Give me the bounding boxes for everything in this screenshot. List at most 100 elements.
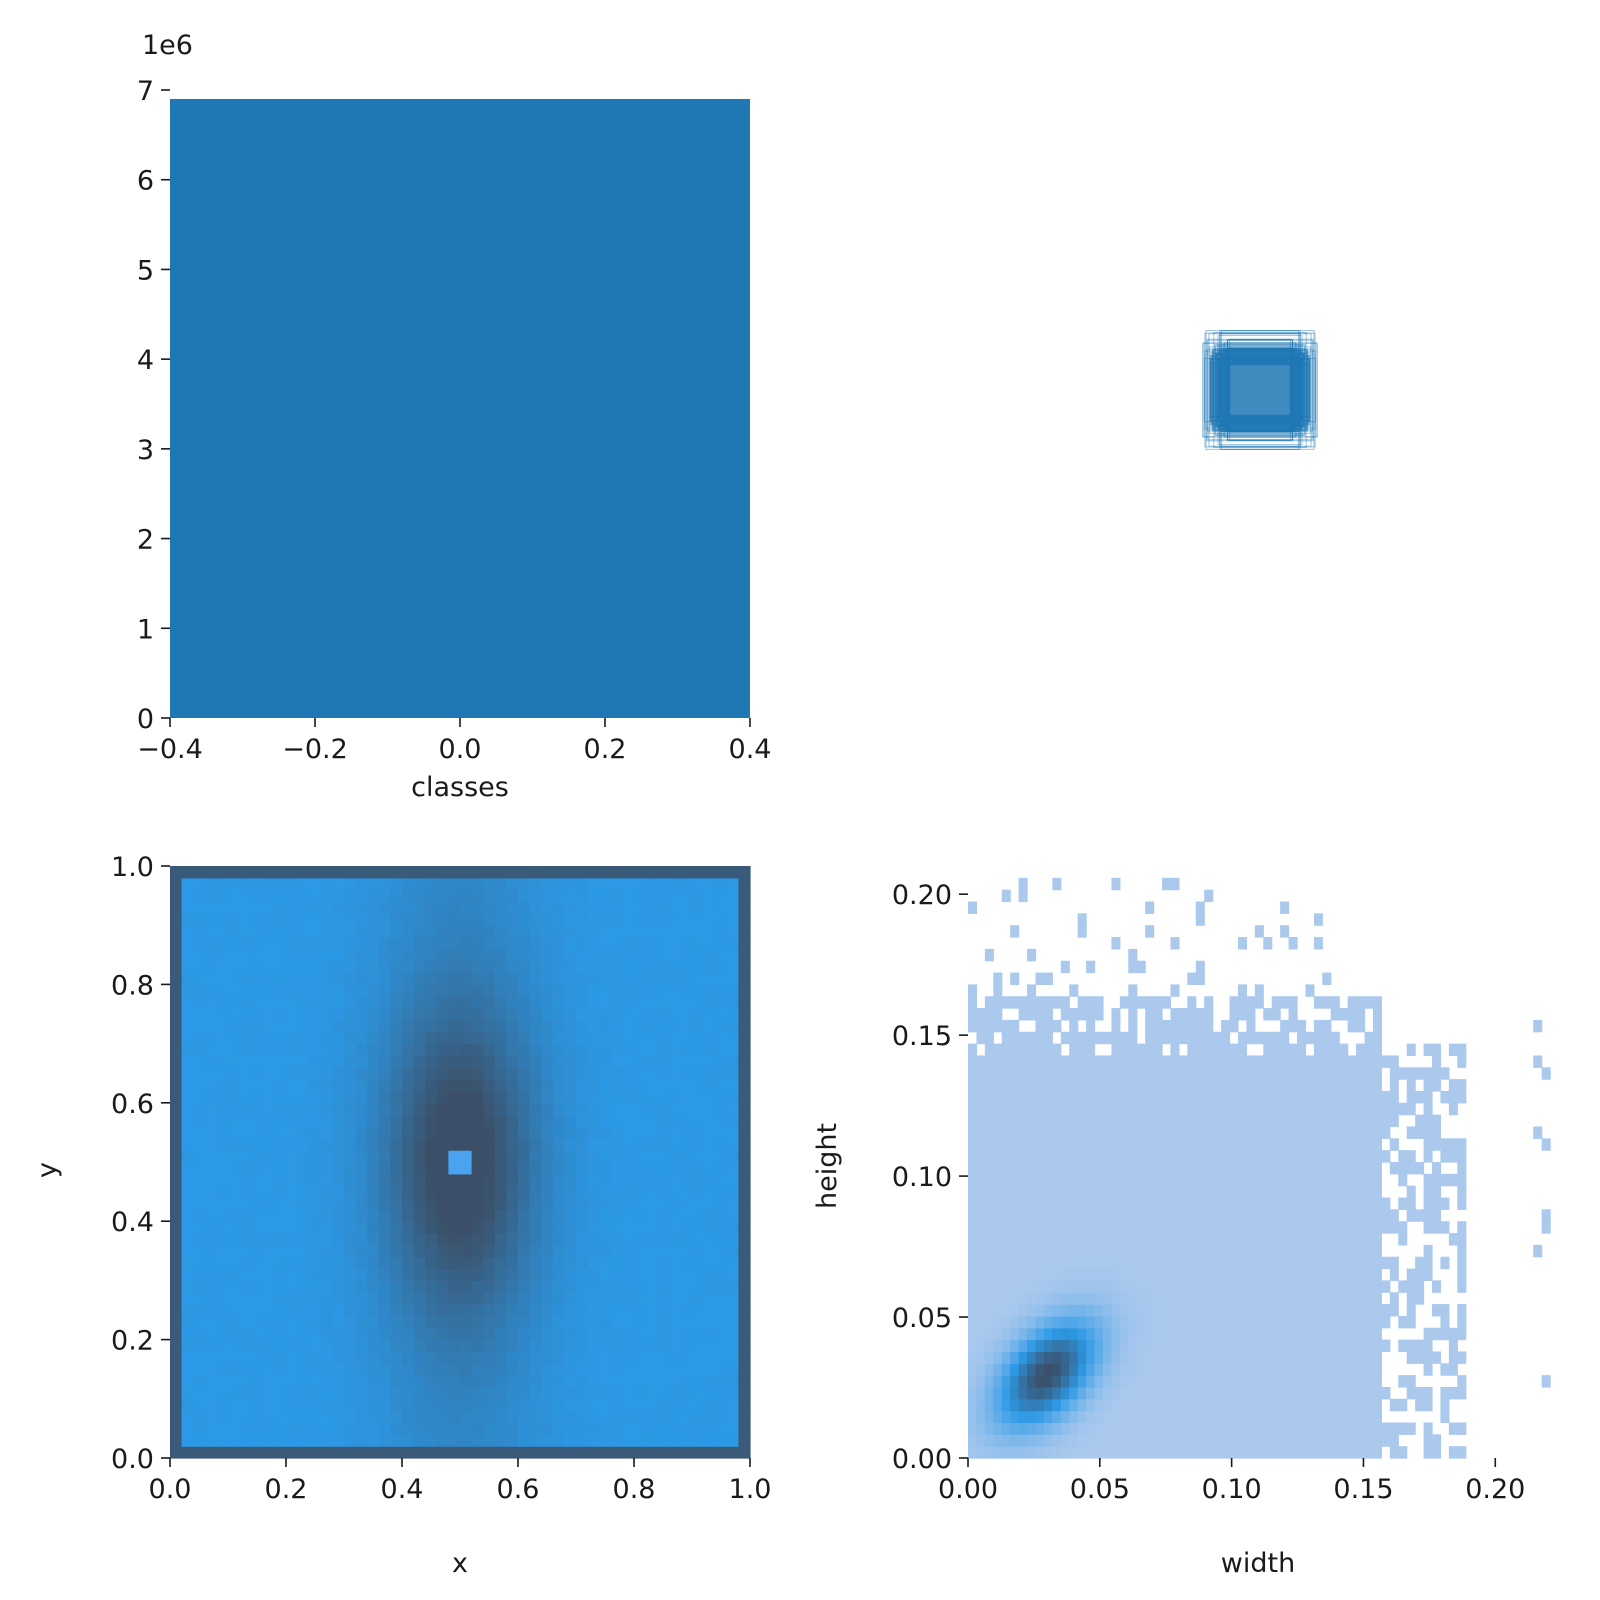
xy-heatmap-cell (518, 1090, 531, 1104)
wh-heatmap-cell (1313, 1315, 1323, 1329)
wh-heatmap-cell (1162, 1446, 1172, 1459)
xy-heatmap-cell (692, 1185, 705, 1199)
xy-heatmap-cell (413, 1150, 426, 1163)
xy-heatmap-cell (239, 1422, 252, 1435)
wh-heatmap-cell (1280, 1138, 1290, 1151)
xy-heatmap-cell (193, 866, 206, 879)
wh-heatmap-cell (1077, 1446, 1087, 1459)
xy-heatmap-cell (436, 948, 449, 962)
wh-heatmap-cell (976, 1102, 986, 1116)
wh-heatmap-cell (1128, 1410, 1138, 1424)
xy-heatmap-cell (332, 1209, 345, 1222)
xy-heatmap-cell (564, 1031, 577, 1045)
wh-heatmap-cell (1001, 1067, 1011, 1080)
wh-heatmap-cell (1145, 925, 1155, 938)
xy-heatmap-cell (320, 1327, 333, 1341)
xy-heatmap-cell (460, 1090, 473, 1104)
xy-heatmap-cell (390, 1292, 403, 1305)
xy-heatmap-cell (228, 1375, 241, 1388)
wh-heatmap-cell (1372, 1339, 1382, 1353)
wh-heatmap-cell (1187, 996, 1197, 1009)
wh-heatmap-cell (1229, 1043, 1239, 1057)
wh-heatmap-cell (1119, 1090, 1129, 1104)
wh-heatmap-cell (1128, 1008, 1138, 1021)
xy-heatmap-cell (599, 1043, 612, 1057)
xy-heatmap-cell (239, 1055, 252, 1068)
xy-heatmap-cell (170, 925, 183, 938)
wh-heatmap-cell (1288, 1126, 1298, 1139)
wh-heatmap-cell (1010, 1079, 1020, 1092)
xy-heatmap-cell (692, 1244, 705, 1258)
xy-heatmap-cell (692, 1114, 705, 1128)
xy-heatmap-cell (413, 925, 426, 938)
xy-heatmap-cell (309, 972, 322, 985)
wh-heatmap-cell (1136, 1197, 1146, 1210)
wh-heatmap-cell (1195, 1126, 1205, 1139)
xy-heatmap-cell (634, 1008, 647, 1021)
xy-heatmap-cell (193, 1008, 206, 1021)
xy-heatmap-cell (309, 913, 322, 926)
xy-heatmap-cell (216, 1398, 229, 1412)
wh-heatmap-cell (1322, 1138, 1332, 1151)
wh-heatmap-cell (1263, 1244, 1273, 1258)
xy-heatmap-cell (344, 1185, 357, 1199)
xy-heatmap-cell (170, 1090, 183, 1104)
wh-heatmap-cell (1195, 1292, 1205, 1305)
xy-heatmap-cell (576, 984, 589, 997)
wh-heatmap-cell (1237, 1090, 1247, 1104)
xy-heatmap-cell (460, 1422, 473, 1435)
wh-heatmap-cell (1178, 1079, 1188, 1092)
wh-heatmap-cell (1187, 1162, 1197, 1175)
xy-heatmap-cell (390, 984, 403, 997)
xy-heatmap-cell (332, 1162, 345, 1175)
xy-heatmap-cell (645, 960, 658, 974)
wh-heatmap-cell (1330, 1067, 1340, 1080)
xy-heatmap-cell (494, 1327, 507, 1341)
xy-heatmap-cell (193, 889, 206, 903)
xy-heatmap-cell (518, 1221, 531, 1234)
xy-heatmap-cell (413, 1067, 426, 1080)
xy-heatmap-cell (309, 1292, 322, 1305)
xy-heatmap-cell (726, 1422, 739, 1435)
xy-heatmap-cell (541, 1126, 554, 1139)
xy-heatmap-cell (344, 1446, 357, 1459)
xy-heatmap-cell (494, 1256, 507, 1270)
xy-heatmap-cell (634, 1351, 647, 1364)
wh-heatmap-cell (984, 1090, 994, 1104)
xy-heatmap-cell (552, 1090, 565, 1104)
wh-heatmap-cell (1001, 1043, 1011, 1057)
xy-heatmap-cell (541, 1363, 554, 1376)
xy-heatmap-cell (529, 1031, 542, 1045)
wh-heatmap-cell (1448, 1386, 1458, 1400)
wh-heatmap-cell (1212, 1434, 1222, 1447)
wh-heatmap-cell (1356, 1398, 1366, 1412)
wh-heatmap-cell (1060, 1446, 1070, 1459)
xy-heatmap-cell (332, 937, 345, 950)
xy-heatmap-cell (228, 1327, 241, 1341)
wh-heatmap-cell (1364, 1090, 1374, 1104)
xy-heatmap-cell (460, 1197, 473, 1210)
wh-heatmap-cell (1077, 1375, 1087, 1388)
xy-heatmap-cell (436, 1434, 449, 1447)
xy-heatmap-cell (471, 1292, 484, 1305)
xy-heatmap-cell (564, 877, 577, 891)
wh-heatmap-cell (1297, 1446, 1307, 1459)
wh-heatmap-cell (1136, 1386, 1146, 1400)
xy-heatmap-cell (738, 1256, 751, 1270)
xy-heatmap-cell (239, 1375, 252, 1388)
wh-heatmap-cell (1246, 1446, 1256, 1459)
wh-heatmap-cell (1102, 1386, 1113, 1400)
xy-heatmap-cell (692, 1079, 705, 1092)
xy-heatmap-cell (448, 1126, 461, 1139)
xy-heatmap-cell (181, 913, 194, 926)
wh-heatmap-cell (1406, 1102, 1416, 1116)
xy-heatmap-cell (726, 948, 739, 962)
wh-heatmap-cell (1052, 1268, 1062, 1281)
wh-heatmap-cell (1018, 1173, 1028, 1187)
wh-heatmap-cell (1010, 1327, 1020, 1341)
wh-heatmap-cell (1094, 1150, 1104, 1163)
wh-heatmap-cell (1195, 1019, 1205, 1033)
wh-heatmap-cell (1043, 1398, 1053, 1412)
xy-heatmap-cell (703, 925, 716, 938)
xy-heatmap-cell (286, 889, 299, 903)
